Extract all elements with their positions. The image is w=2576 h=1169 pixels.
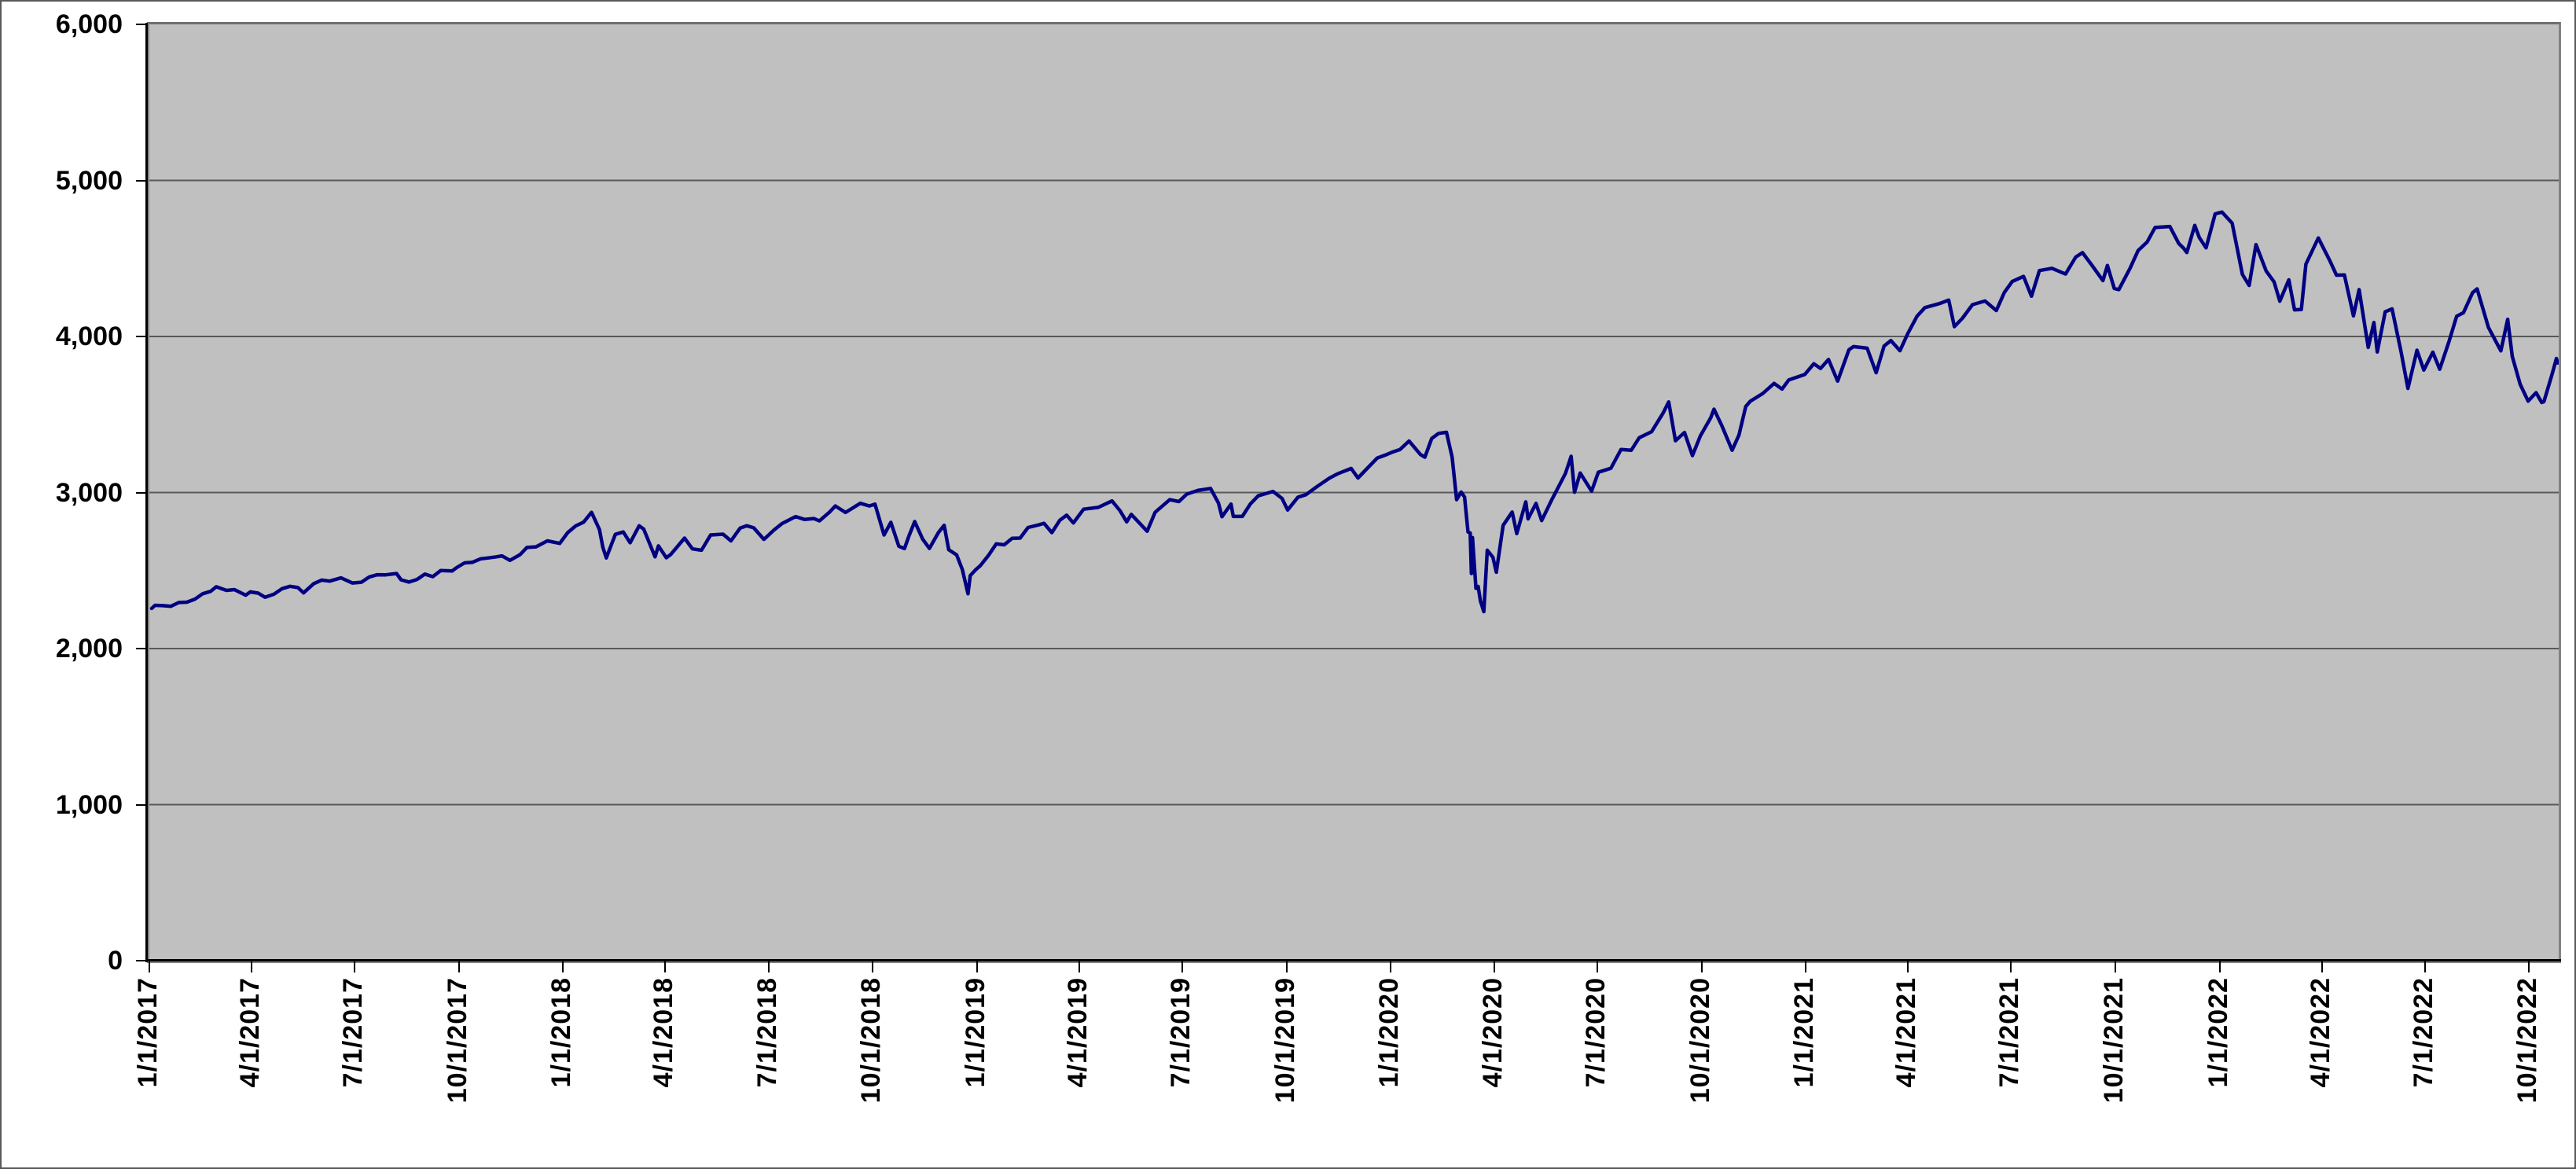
- x-axis-tick-mark: [1493, 961, 1495, 972]
- x-axis-tick-mark: [149, 961, 150, 972]
- x-axis-line: [145, 959, 2561, 961]
- x-axis-tick-label: 10/1/2021: [2099, 977, 2130, 1104]
- y-axis-tick-mark: [136, 179, 147, 182]
- x-axis-tick-label: 1/1/2018: [546, 977, 577, 1088]
- x-axis-tick-label: 7/1/2022: [2408, 977, 2438, 1088]
- x-axis-tick-label: 7/1/2021: [1994, 977, 2025, 1088]
- x-axis-tick-label: 7/1/2020: [1580, 977, 1611, 1088]
- y-axis-tick-label: 0: [108, 946, 123, 976]
- price-line: [149, 210, 2559, 614]
- x-axis-tick-label: 7/1/2017: [338, 977, 369, 1088]
- x-axis-tick-label: 7/1/2018: [751, 977, 782, 1088]
- y-axis-tick-label: 5,000: [55, 165, 123, 196]
- x-axis-tick-label: 10/1/2020: [1685, 977, 1715, 1104]
- price-line-chart: [149, 179, 2559, 806]
- x-axis-tick-mark: [458, 961, 460, 972]
- x-axis-tick-mark: [562, 961, 564, 972]
- y-axis-tick-mark: [136, 24, 147, 25]
- x-axis-tick-mark: [1907, 961, 1909, 972]
- x-axis-tick-mark: [2218, 961, 2221, 972]
- x-axis-tick-label: 10/1/2018: [856, 977, 887, 1104]
- x-axis-tick-label: 4/1/2018: [649, 977, 679, 1088]
- x-axis-tick-mark: [1805, 961, 1807, 972]
- y-axis-tick-label: 1,000: [55, 789, 123, 820]
- x-axis-tick-label: 4/1/2017: [234, 977, 265, 1088]
- x-axis-tick-mark: [1596, 961, 1598, 972]
- y-axis-tick-label: 2,000: [55, 634, 123, 664]
- y-axis-tick-mark: [136, 491, 147, 494]
- x-axis-tick-mark: [2528, 961, 2530, 972]
- x-axis-tick-mark: [2321, 961, 2323, 972]
- x-axis-tick-label: 1/1/2021: [1789, 977, 1820, 1088]
- y-axis-tick-label: 3,000: [55, 477, 123, 508]
- y-axis-tick-mark: [136, 803, 147, 806]
- x-axis-tick-label: 1/1/2017: [133, 977, 163, 1088]
- x-axis-tick-label: 1/1/2022: [2203, 977, 2233, 1088]
- x-axis-tick-label: 4/1/2019: [1062, 977, 1093, 1088]
- x-axis-tick-mark: [976, 961, 978, 972]
- x-axis-tick-label: 4/1/2022: [2305, 977, 2335, 1088]
- x-axis-tick-label: 10/1/2019: [1270, 977, 1300, 1104]
- y-axis-tick-mark: [136, 336, 147, 337]
- y-axis-tick-mark: [136, 648, 147, 649]
- plot-area: [147, 22, 2561, 963]
- x-axis-tick-mark: [872, 961, 874, 972]
- x-axis-tick-label: 4/1/2020: [1477, 977, 1508, 1088]
- y-axis-tick-label: 6,000: [55, 9, 123, 39]
- x-axis-tick-label: 4/1/2021: [1891, 977, 1922, 1088]
- x-axis-tick-mark: [1390, 961, 1392, 972]
- x-axis-tick-mark: [250, 961, 252, 972]
- x-axis-tick-mark: [1285, 961, 1288, 972]
- x-axis-tick-mark: [664, 961, 667, 972]
- x-axis-tick-label: 7/1/2019: [1165, 977, 1196, 1088]
- x-axis-tick-mark: [354, 961, 356, 972]
- x-axis-tick-mark: [767, 961, 770, 972]
- x-axis-tick-label: 10/1/2022: [2512, 977, 2543, 1104]
- y-axis-tick-label: 4,000: [55, 322, 123, 351]
- x-axis-tick-label: 1/1/2019: [960, 977, 990, 1088]
- x-axis-tick-mark: [1700, 961, 1703, 972]
- x-axis-tick-label: 1/1/2020: [1374, 977, 1405, 1088]
- x-axis-tick-mark: [2115, 961, 2117, 972]
- x-axis-tick-mark: [1181, 961, 1183, 972]
- x-axis-tick-mark: [2010, 961, 2012, 972]
- y-axis-tick-mark: [136, 960, 147, 961]
- x-axis-tick-mark: [1078, 961, 1080, 972]
- x-axis-tick-mark: [2423, 961, 2426, 972]
- x-axis-tick-label: 10/1/2017: [442, 977, 472, 1104]
